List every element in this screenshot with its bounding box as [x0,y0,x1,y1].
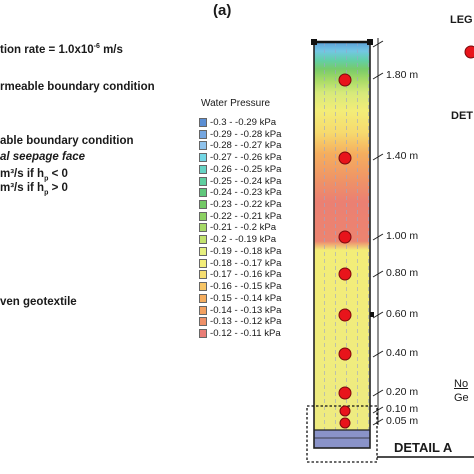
elevation-label: 0.05 m [386,415,419,427]
legend-swatch [199,200,207,210]
seepage-positive-b: > 0 [48,182,68,194]
legend-label: -0.26 - -0.25 kPa [210,163,282,175]
seepage-condition-negative: m³/s if hp < 0 [0,168,68,182]
sensor-marker [338,386,352,400]
legend-swatch [199,305,207,315]
legend-swatch [199,270,207,280]
legend-swatch [199,188,207,198]
legend-heading-partial: LEG [450,14,473,26]
elevation-tick [372,418,384,426]
legend-swatch [199,223,207,233]
legend-label: -0.28 - -0.27 kPa [210,140,282,152]
legend-label: -0.25 - -0.24 kPa [210,175,282,187]
elevation-label: 0.20 m [386,386,419,398]
sensor-marker [338,73,352,87]
note-text-partial-1: No [454,378,469,390]
legend-swatch [199,258,207,268]
legend-swatch [199,176,207,186]
elevation-label: 1.00 m [386,230,419,242]
sensor-marker [338,308,352,322]
legend-swatch [199,282,207,292]
sensor-marker [338,151,352,165]
legend-label: -0.13 - -0.12 kPa [210,316,282,328]
legend-swatch [199,164,207,174]
infiltration-rate-text: tion rate = 1.0x10-6 m/s [0,43,123,56]
legend-label: -0.24 - -0.23 kPa [210,187,282,199]
elevation-label: 0.40 m [386,347,419,359]
legend-label: -0.17 - -0.16 kPa [210,269,282,281]
legend-swatch [199,246,207,256]
legend-swatch [199,118,207,127]
seepage-vector-field [314,42,370,404]
legend-swatch [199,211,207,221]
elevation-tick [372,389,384,397]
column-side-marker [370,312,374,317]
sensor-marker [339,405,351,417]
elevation-tick [372,270,384,278]
panel-label: (a) [213,2,232,19]
legend-label: -0.15 - -0.14 kPa [210,292,282,304]
sensor-marker [338,230,352,244]
permeable-boundary-text: able boundary condition [0,135,134,147]
legend-label: -0.19 - -0.18 kPa [210,245,282,257]
seepage-face-text: al seepage face [0,151,86,163]
seepage-negative-sub: p [44,175,49,183]
legend-swatch [199,317,207,327]
elevation-tick [372,406,384,414]
infiltration-rate-label: tion rate = 1.0x10 [0,43,94,56]
sensor-marker [338,267,352,281]
legend-label: -0.27 - -0.26 kPa [210,152,282,164]
seepage-negative-b: < 0 [48,168,68,180]
legend-label: -0.29 - -0.28 kPa [210,128,282,140]
elevation-label: 0.10 m [386,403,419,415]
elevation-tick [372,40,384,48]
infiltration-rate-unit: m/s [99,43,123,56]
legend-sensor-symbol [464,45,474,59]
sensor-marker [339,417,351,429]
elevation-label: 1.80 m [386,69,419,81]
legend-swatch [199,129,207,139]
elevation-label: 0.60 m [386,308,419,320]
seepage-positive-sub: p [44,189,49,197]
detail-a-label: DETAIL A [394,440,453,455]
legend-label: -0.2 - -0.19 kPa [210,234,277,246]
elevation-tick [372,350,384,358]
infiltration-rate-exponent: -6 [93,43,100,50]
legend-label: -0.3 - -0.29 kPa [210,117,277,128]
legend-label: -0.18 - -0.17 kPa [210,257,282,269]
sensor-marker [338,347,352,361]
legend-label: -0.22 - -0.21 kPa [210,210,282,222]
seepage-negative-a: m³/s if h [0,168,45,180]
legend-label: -0.12 - -0.11 kPa [210,327,281,339]
legend-swatch [199,328,207,338]
elevation-tick [372,72,384,80]
geotextile-layer [314,430,370,448]
elevation-label: 0.80 m [386,267,419,279]
legend-swatch [199,293,207,303]
note-text-partial-2: Ge [454,392,469,404]
legend-swatch [199,141,207,151]
elevation-tick [372,153,384,161]
detail-heading-partial: DET [451,110,473,122]
elevation-tick [372,311,384,319]
legend-swatch [199,153,207,163]
geotextile-text: ven geotextile [0,296,77,308]
legend-label: -0.23 - -0.22 kPa [210,199,282,211]
legend-label: -0.14 - -0.13 kPa [210,304,282,316]
legend-label: -0.16 - -0.15 kPa [210,281,282,293]
elevation-tick [372,233,384,241]
legend-label: -0.21 - -0.2 kPa [210,222,277,234]
seepage-positive-a: m³/s if h [0,182,45,194]
impermeable-boundary-text: rmeable boundary condition [0,81,155,93]
elevation-label: 1.40 m [386,150,419,162]
seepage-condition-positive: m³/s if hp > 0 [0,182,68,196]
legend-swatch [199,235,207,245]
legend-title: Water Pressure [201,98,271,109]
